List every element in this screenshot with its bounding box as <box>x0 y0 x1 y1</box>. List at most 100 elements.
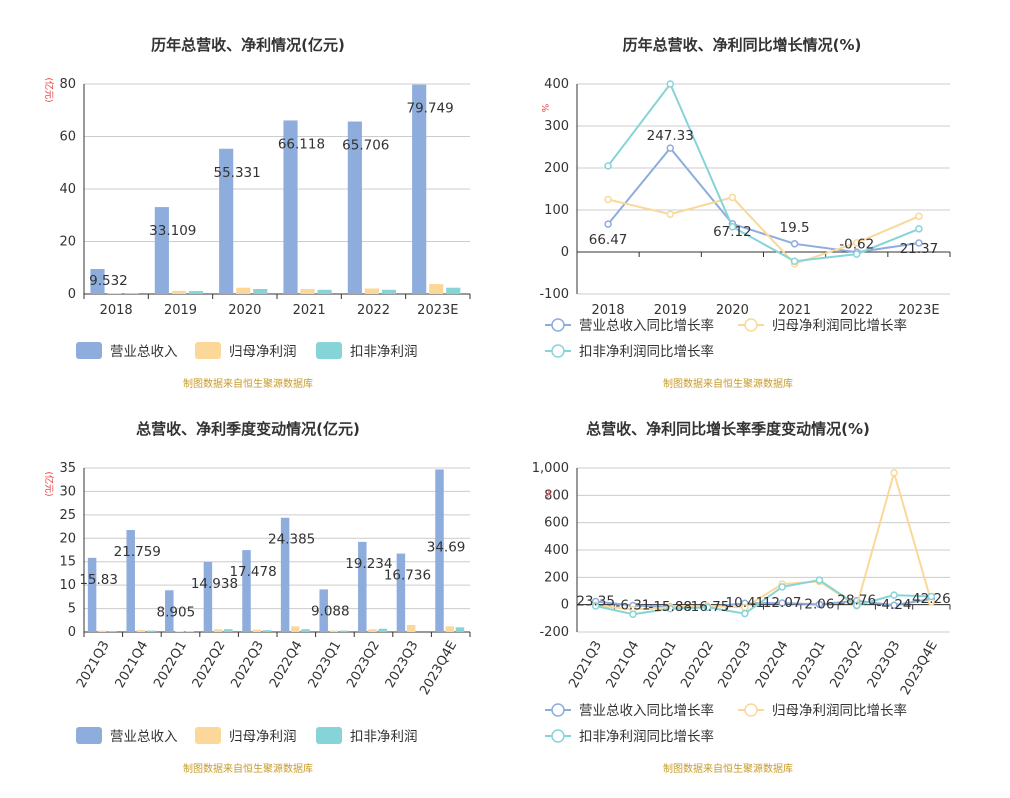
line-point[interactable] <box>729 194 735 200</box>
line-point[interactable] <box>916 226 922 232</box>
legend-item[interactable]: 扣非净利润同比增长率 <box>545 728 714 745</box>
line-parent-profit-growth[interactable] <box>596 473 932 610</box>
legend-label: 营业总收入同比增长率 <box>579 317 714 334</box>
legend-label: 归母净利润 <box>229 343 297 360</box>
bar-parent-profit[interactable] <box>137 630 145 632</box>
data-label: 67.12 <box>713 224 752 240</box>
line-point[interactable] <box>667 211 673 217</box>
legend[interactable]: 营业总收入归母净利润 扣非净利润 <box>76 727 418 745</box>
chart-title: 总营收、净利季度变动情况(亿元) <box>136 420 360 438</box>
line-point[interactable] <box>779 584 785 590</box>
legend-item[interactable]: 营业总收入同比增长率 <box>545 702 714 719</box>
bar-deducted-profit[interactable] <box>253 289 267 294</box>
line-point[interactable] <box>792 258 798 264</box>
data-label: 19.5 <box>780 220 810 236</box>
legend-item[interactable]: 扣非净利润 <box>316 727 418 745</box>
line-point[interactable] <box>916 213 922 219</box>
bar-parent-profit[interactable] <box>214 629 222 632</box>
line-point[interactable] <box>891 470 897 476</box>
bar-parent-profit[interactable] <box>236 288 250 294</box>
bar-revenue[interactable] <box>155 207 169 294</box>
data-label: 79.749 <box>406 101 453 117</box>
y-tick-label: -200 <box>539 625 569 640</box>
x-tick-label: 2022Q2 <box>678 639 717 691</box>
source-note: 制图数据来自恒生聚源数据库 <box>183 377 313 390</box>
legend-marker <box>552 345 564 357</box>
bar-parent-profit[interactable] <box>252 630 260 632</box>
bar-deducted-profit[interactable] <box>340 631 348 632</box>
line-point[interactable] <box>816 577 822 583</box>
bar-deducted-profit[interactable] <box>456 627 464 632</box>
line-point[interactable] <box>605 221 611 227</box>
bar-parent-profit[interactable] <box>300 289 314 294</box>
bar-parent-profit[interactable] <box>172 291 186 294</box>
bar-parent-profit[interactable] <box>107 293 121 294</box>
bar-deducted-profit[interactable] <box>147 631 155 632</box>
x-tick-label: 2023Q1 <box>306 639 345 691</box>
line-point[interactable] <box>605 197 611 203</box>
bar-parent-profit[interactable] <box>429 284 443 294</box>
line-point[interactable] <box>605 163 611 169</box>
annual-growth-panel: 历年总营收、净利同比增长情况(%) 营业总收入同比增长率归母净利润同比增长率扣非… <box>539 36 950 390</box>
line-point[interactable] <box>667 145 673 151</box>
x-tick-label: 2023Q4E <box>898 639 941 698</box>
legend-item[interactable]: 扣非净利润同比增长率 <box>545 343 714 360</box>
data-label: 42.26 <box>912 591 951 607</box>
y-tick-label: 400 <box>544 543 569 558</box>
x-tick-label: 2020 <box>716 303 749 318</box>
bar-parent-profit[interactable] <box>98 631 106 632</box>
bar-revenue[interactable] <box>397 554 405 632</box>
bar-parent-profit[interactable] <box>291 626 299 632</box>
bar-deducted-profit[interactable] <box>189 291 203 294</box>
x-tick-label: 2023Q2 <box>827 639 866 691</box>
legend-item[interactable]: 归母净利润 <box>195 342 297 360</box>
bar-deducted-profit[interactable] <box>224 629 232 632</box>
legend-item[interactable]: 扣非净利润 <box>316 342 418 360</box>
data-label: 21.759 <box>114 544 161 560</box>
bar-revenue[interactable] <box>242 550 250 632</box>
bar-deducted-profit[interactable] <box>108 631 116 632</box>
bar-deducted-profit[interactable] <box>379 629 387 632</box>
bar-deducted-profit[interactable] <box>382 290 396 294</box>
bar-parent-profit[interactable] <box>368 629 376 632</box>
bar-deducted-profit[interactable] <box>125 293 139 294</box>
legend-item[interactable]: 归母净利润 <box>195 727 297 745</box>
y-tick-label: 40 <box>59 182 76 197</box>
bar-deducted-profit[interactable] <box>301 629 309 632</box>
legend-item[interactable]: 营业总收入 <box>76 342 178 360</box>
line-point[interactable] <box>667 81 673 87</box>
legend-item[interactable]: 营业总收入同比增长率 <box>545 317 714 334</box>
legend-swatch <box>195 727 221 744</box>
bar-revenue[interactable] <box>204 562 212 632</box>
y-tick-label: -100 <box>539 287 569 302</box>
legend-item[interactable]: 营业总收入 <box>76 727 178 745</box>
y-tick-label: 200 <box>544 570 569 585</box>
bar-parent-profit[interactable] <box>445 626 453 632</box>
x-tick-label: 2022Q3 <box>716 639 755 691</box>
legend-swatch <box>195 342 221 359</box>
legend-marker <box>552 704 564 716</box>
legend-item[interactable]: 归母净利润同比增长率 <box>738 702 907 719</box>
legend[interactable]: 营业总收入 归母净利润 扣非净利润 <box>76 342 418 360</box>
bar-deducted-profit[interactable] <box>263 630 271 632</box>
data-label: 8.905 <box>157 604 196 620</box>
source-note: 制图数据来自恒生聚源数据库 <box>663 762 793 775</box>
bar-revenue[interactable] <box>88 558 96 632</box>
legend-item[interactable]: 归母净利润同比增长率 <box>738 317 907 334</box>
y-tick-label: 5 <box>68 602 76 617</box>
bar-parent-profit[interactable] <box>330 631 338 632</box>
y-tick-label: 0 <box>68 287 76 302</box>
legend-marker <box>552 319 564 331</box>
y-tick-label: 80 <box>59 77 76 92</box>
bar-deducted-profit[interactable] <box>318 290 332 294</box>
y-tick-label: 0 <box>561 598 569 613</box>
bar-deducted-profit[interactable] <box>446 288 460 294</box>
line-point[interactable] <box>792 241 798 247</box>
x-tick-label: 2021Q3 <box>566 639 605 691</box>
bar-parent-profit[interactable] <box>407 625 415 632</box>
bar-parent-profit[interactable] <box>365 288 379 294</box>
line-point[interactable] <box>742 611 748 617</box>
